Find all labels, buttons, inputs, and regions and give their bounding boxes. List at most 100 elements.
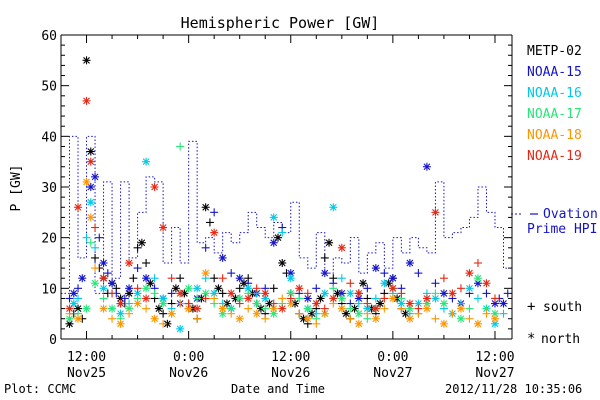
- marker-noaa-18-19: [218, 304, 227, 313]
- plot-frame: [60, 34, 513, 340]
- marker-noaa-15-47: [414, 269, 423, 278]
- marker-noaa-18-45: [439, 319, 448, 328]
- y-tick-label-50: 50: [41, 80, 57, 95]
- x-tick-date-4: Nov27: [475, 366, 514, 381]
- marker-noaa-19-19: [218, 274, 227, 283]
- marker-noaa-15-1: [69, 289, 78, 298]
- legend-item-metp-02: METP-02: [527, 44, 582, 59]
- marker-noaa-19-40: [397, 289, 406, 298]
- marker-noaa-15-0: [65, 294, 74, 303]
- marker-noaa-19-41: [405, 299, 414, 308]
- marker-noaa-17-27: [286, 289, 295, 298]
- marker-noaa-15-7: [99, 259, 108, 267]
- marker-noaa-17-28: [295, 294, 304, 303]
- marker-noaa-19-9: [133, 284, 142, 293]
- marker-noaa-18-9: [133, 299, 142, 308]
- marker-noaa-17-48: [465, 304, 474, 313]
- marker-metp-02-16: [133, 243, 142, 252]
- marker-noaa-17-45: [439, 299, 448, 308]
- marker-metp-02-34: [210, 274, 219, 283]
- marker-noaa-18-7: [116, 319, 125, 328]
- marker-noaa-18-34: [346, 314, 355, 323]
- x-tick-time-1: 0:00: [173, 350, 204, 365]
- marker-noaa-18-16: [193, 314, 202, 323]
- marker-noaa-18-46: [448, 309, 457, 318]
- marker-noaa-18-11: [150, 314, 159, 323]
- marker-metp-02-6: [91, 253, 100, 262]
- marker-noaa-19-6: [108, 289, 117, 298]
- marker-noaa-19-15: [184, 299, 193, 308]
- marker-noaa-15-24: [218, 253, 227, 262]
- marker-noaa-17-21: [235, 294, 244, 303]
- marker-noaa-17-25: [269, 309, 278, 318]
- y-tick-label-60: 60: [41, 29, 57, 44]
- marker-noaa-18-49: [473, 319, 482, 328]
- marker-noaa-15-18: [167, 289, 176, 298]
- marker-noaa-18-6: [108, 314, 117, 323]
- marker-noaa-18-33: [337, 304, 346, 313]
- marker-noaa-18-29: [303, 314, 312, 323]
- x-tick-date-2: Nov26: [271, 366, 310, 381]
- marker-noaa-18-50: [482, 309, 491, 318]
- x-tick-date-3: Nov27: [373, 366, 412, 381]
- legend-item-noaa-17: NOAA-17: [527, 107, 582, 122]
- marker-noaa-16-52: [499, 309, 508, 318]
- marker-noaa-15-58: [499, 299, 508, 308]
- marker-noaa-18-44: [431, 314, 440, 323]
- marker-noaa-19-4: [91, 223, 100, 232]
- marker-legend: + south * north: [527, 299, 582, 347]
- marker-noaa-17-2: [82, 304, 91, 313]
- marker-noaa-16-37: [371, 294, 380, 303]
- marker-noaa-15-49: [431, 279, 440, 288]
- marker-noaa-19-50: [482, 279, 491, 288]
- marker-noaa-19-42: [414, 304, 423, 313]
- marker-noaa-15-4: [86, 183, 95, 191]
- marker-noaa-19-25: [269, 299, 278, 308]
- marker-noaa-18-17: [201, 269, 210, 278]
- marker-noaa-19-11: [150, 183, 159, 191]
- legend-item-noaa-16: NOAA-16: [527, 86, 582, 101]
- marker-noaa-19-23: [252, 284, 261, 293]
- marker-noaa-18-36: [363, 309, 372, 318]
- marker-noaa-18-26: [278, 294, 287, 303]
- marker-noaa-18-43: [422, 304, 431, 313]
- marker-metp-02-32: [201, 203, 210, 212]
- marker-metp-02-50: [278, 259, 287, 267]
- marker-noaa-15-5: [91, 172, 100, 181]
- marker-noaa-18-23: [252, 309, 261, 318]
- marker-noaa-17-10: [142, 284, 151, 293]
- marker-metp-02-48: [269, 284, 278, 293]
- legend-item-noaa-15: NOAA-15: [527, 65, 582, 80]
- marker-legend-symbol-south: +: [527, 299, 535, 315]
- y-axis-ticks: 0 10 20 30 40 50 60: [41, 29, 512, 348]
- x-tick-time-4: 12:00: [475, 350, 514, 365]
- x-tick-time-0: 12:00: [67, 350, 106, 365]
- marker-noaa-18-41: [405, 314, 414, 323]
- marker-metp-02-45: [256, 304, 265, 313]
- marker-noaa-19-47: [456, 284, 465, 293]
- x-axis-label: Date and Time: [231, 382, 325, 396]
- marker-metp-02-0: [65, 319, 74, 328]
- marker-noaa-19-12: [159, 223, 168, 232]
- marker-noaa-17-23: [252, 299, 261, 308]
- marker-noaa-18-21: [235, 314, 244, 323]
- marker-noaa-16-35: [354, 299, 363, 308]
- marker-noaa-18-2: [82, 177, 91, 186]
- marker-metp-02-21: [154, 304, 163, 313]
- marker-metp-02-25: [171, 284, 180, 293]
- marker-noaa-19-8: [125, 259, 134, 267]
- marker-noaa-16-16: [193, 284, 202, 293]
- marker-noaa-16-32: [329, 203, 338, 212]
- marker-metp-02-26: [176, 274, 185, 283]
- marker-metp-02-60: [320, 253, 329, 262]
- marker-noaa-19-51: [490, 294, 499, 303]
- marker-noaa-19-45: [439, 274, 448, 283]
- marker-noaa-15-3: [78, 274, 87, 283]
- marker-noaa-18-8: [125, 309, 134, 318]
- marker-noaa-17-29: [303, 304, 312, 313]
- marker-noaa-16-14: [176, 324, 185, 333]
- marker-noaa-18-15: [184, 304, 193, 313]
- marker-noaa-16-2: [82, 233, 91, 242]
- marker-noaa-18-24: [261, 314, 270, 323]
